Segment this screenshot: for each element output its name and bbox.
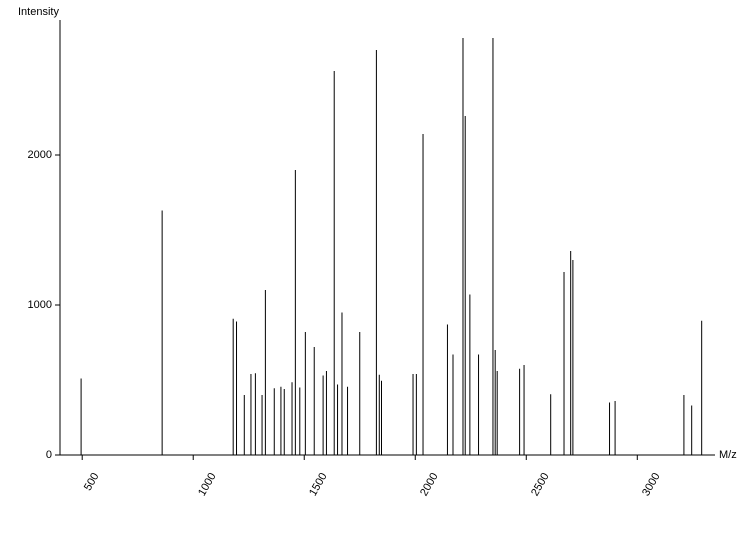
- y-tick-label: 1000: [28, 299, 52, 311]
- x-axis-label: M/z: [719, 449, 737, 461]
- y-tick-label: 2000: [28, 149, 52, 161]
- y-axis-label: Intensity: [18, 6, 59, 18]
- mass-spectrum-chart: Intensity M/z 01000200050010001500200025…: [0, 0, 750, 540]
- y-tick-label: 0: [46, 449, 52, 461]
- chart-svg: [0, 0, 750, 540]
